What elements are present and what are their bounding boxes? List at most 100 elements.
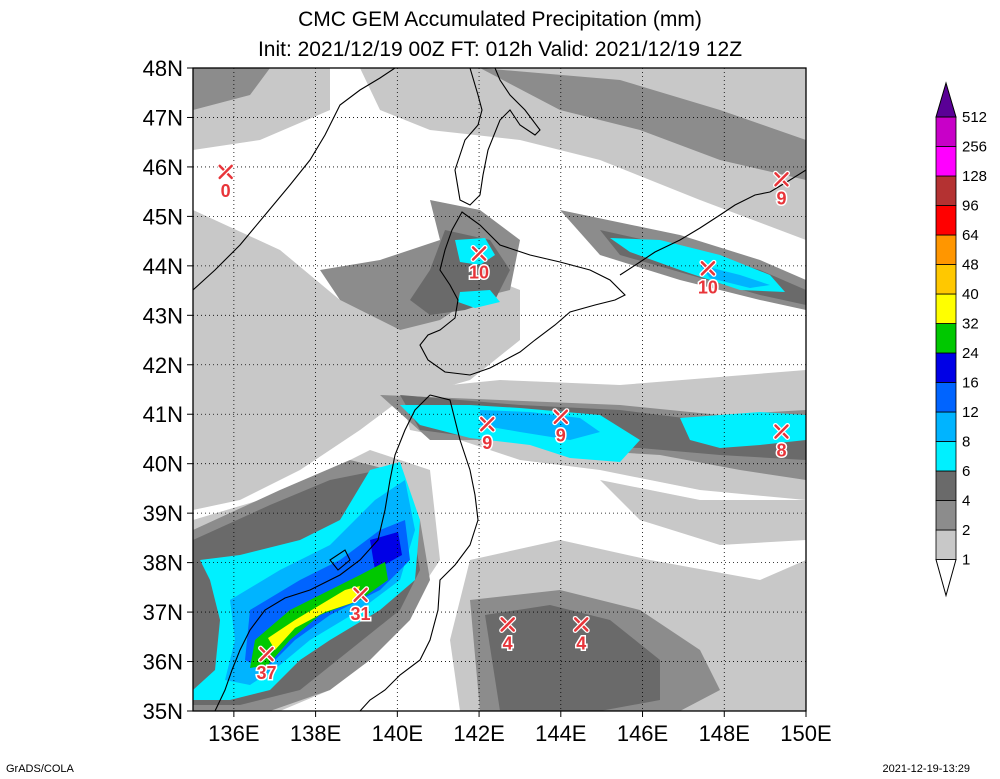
y-tick-label: 41N	[143, 402, 183, 427]
y-tick-label: 36N	[143, 650, 183, 675]
colorbar-label: 12	[962, 404, 979, 421]
colorbar-label: 2	[962, 522, 970, 539]
marker-value-label: 9	[482, 433, 492, 453]
marker-cross	[471, 246, 487, 261]
colorbar-swatch	[935, 175, 957, 206]
marker-10: 10	[468, 244, 491, 284]
marker-9: 9	[552, 408, 570, 447]
plot-frame	[192, 67, 807, 712]
x-tick-label: 142E	[453, 721, 504, 746]
colorbar-swatch	[935, 441, 957, 472]
colorbar-label: 24	[962, 345, 979, 362]
marker-9: 9	[772, 170, 790, 210]
marker-cross	[573, 617, 589, 632]
colorbar-swatch	[935, 293, 957, 324]
marker-value-label: 4	[576, 633, 586, 653]
x-tick-label: 146E	[617, 721, 668, 746]
y-tick-label: 40N	[143, 452, 183, 477]
colorbar-label: 16	[962, 375, 979, 392]
x-tick-label: 140E	[372, 721, 423, 746]
y-tick-label: 39N	[143, 501, 183, 526]
colorbar-label: 4	[962, 493, 970, 510]
colorbar-lower-arrow	[935, 559, 957, 598]
marker-cross	[259, 646, 274, 662]
chart-title: CMC GEM Accumulated Precipitation (mm)	[298, 8, 702, 31]
marker-value-label: 9	[776, 188, 786, 208]
colorbar-label: 96	[962, 198, 979, 215]
colorbar-swatch	[935, 352, 957, 383]
y-tick-label: 38N	[143, 551, 183, 576]
colorbar-swatch	[935, 205, 957, 236]
marker-cross	[500, 617, 515, 632]
marker-4: 4	[499, 615, 517, 655]
colorbar-label: 512	[962, 109, 987, 126]
colorbar-label: 8	[962, 434, 970, 451]
footer-timestamp: 2021-12-19-13:29	[882, 763, 970, 775]
y-tick-label: 45N	[143, 204, 183, 229]
marker-cross	[479, 416, 495, 432]
colorbar-swatch	[935, 500, 957, 531]
colorbar-swatch	[935, 264, 957, 295]
colorbar-label: 40	[962, 286, 979, 303]
colorbar-swatch	[935, 146, 957, 177]
colorbar-swatch	[935, 470, 957, 501]
marker-value-label: 37	[257, 663, 277, 683]
colorbar-label: 256	[962, 139, 987, 156]
y-tick-label: 48N	[143, 56, 183, 81]
marker-8: 8	[772, 423, 790, 462]
x-tick-label: 144E	[535, 721, 586, 746]
y-axis: 35N 36N 37N 38N 39N 40N 41N 42N 43N 44N 45N 46N 47N 4…	[143, 56, 193, 724]
x-axis: 136E 138E 140E 142E 144E 146E 148E 150E	[208, 711, 832, 746]
marker-value-label: 31	[351, 604, 371, 624]
colorbar-label: 32	[962, 316, 979, 333]
value-markers: 0 10 10 9 9 9 8 31 37 4 4	[217, 163, 790, 685]
marker-0: 0	[217, 163, 235, 202]
x-tick-label: 138E	[290, 721, 341, 746]
colorbar-label: 1	[962, 552, 970, 569]
y-tick-label: 43N	[143, 303, 183, 328]
colorbar-label: 64	[962, 227, 979, 244]
marker-value-label: 4	[503, 633, 513, 653]
colorbar-swatch	[935, 382, 957, 413]
colorbar-swatch	[935, 116, 957, 147]
marker-31: 31	[349, 586, 372, 625]
marker-value-label: 10	[698, 277, 718, 297]
marker-10: 10	[696, 259, 719, 299]
marker-9: 9	[478, 415, 496, 455]
marker-cross	[774, 172, 789, 187]
y-tick-label: 44N	[143, 254, 183, 279]
marker-cross	[353, 587, 368, 603]
x-tick-label: 136E	[208, 721, 259, 746]
precip-field	[193, 68, 806, 711]
colorbar-upper-arrow	[935, 81, 957, 118]
x-tick-label: 150E	[780, 721, 831, 746]
marker-value-label: 0	[221, 181, 231, 201]
footer-credit: GrADS/COLA	[6, 763, 74, 775]
y-tick-label: 35N	[143, 699, 183, 724]
marker-37: 37	[255, 645, 278, 685]
marker-cross	[218, 164, 233, 180]
colorbar-swatch	[935, 529, 957, 560]
marker-cross	[553, 409, 569, 424]
colorbar-swatch	[935, 234, 957, 265]
marker-cross	[774, 424, 789, 439]
colorbar-label: 6	[962, 463, 970, 480]
coastlines	[193, 68, 806, 711]
marker-cross	[700, 261, 716, 276]
y-tick-label: 42N	[143, 353, 183, 378]
y-tick-label: 37N	[143, 600, 183, 625]
y-tick-label: 46N	[143, 155, 183, 180]
marker-value-label: 9	[556, 426, 566, 446]
y-tick-label: 47N	[143, 105, 183, 130]
colorbar-swatch	[935, 411, 957, 442]
chart-subtitle: Init: 2021/12/19 00Z FT: 012h Valid: 202…	[257, 38, 743, 61]
x-tick-label: 148E	[699, 721, 750, 746]
marker-value-label: 8	[776, 441, 786, 461]
marker-value-label: 10	[469, 262, 489, 282]
colorbar-label: 128	[962, 168, 987, 185]
colorbar-swatch	[935, 323, 957, 354]
colorbar-label: 48	[962, 257, 979, 274]
marker-4: 4	[572, 615, 590, 655]
